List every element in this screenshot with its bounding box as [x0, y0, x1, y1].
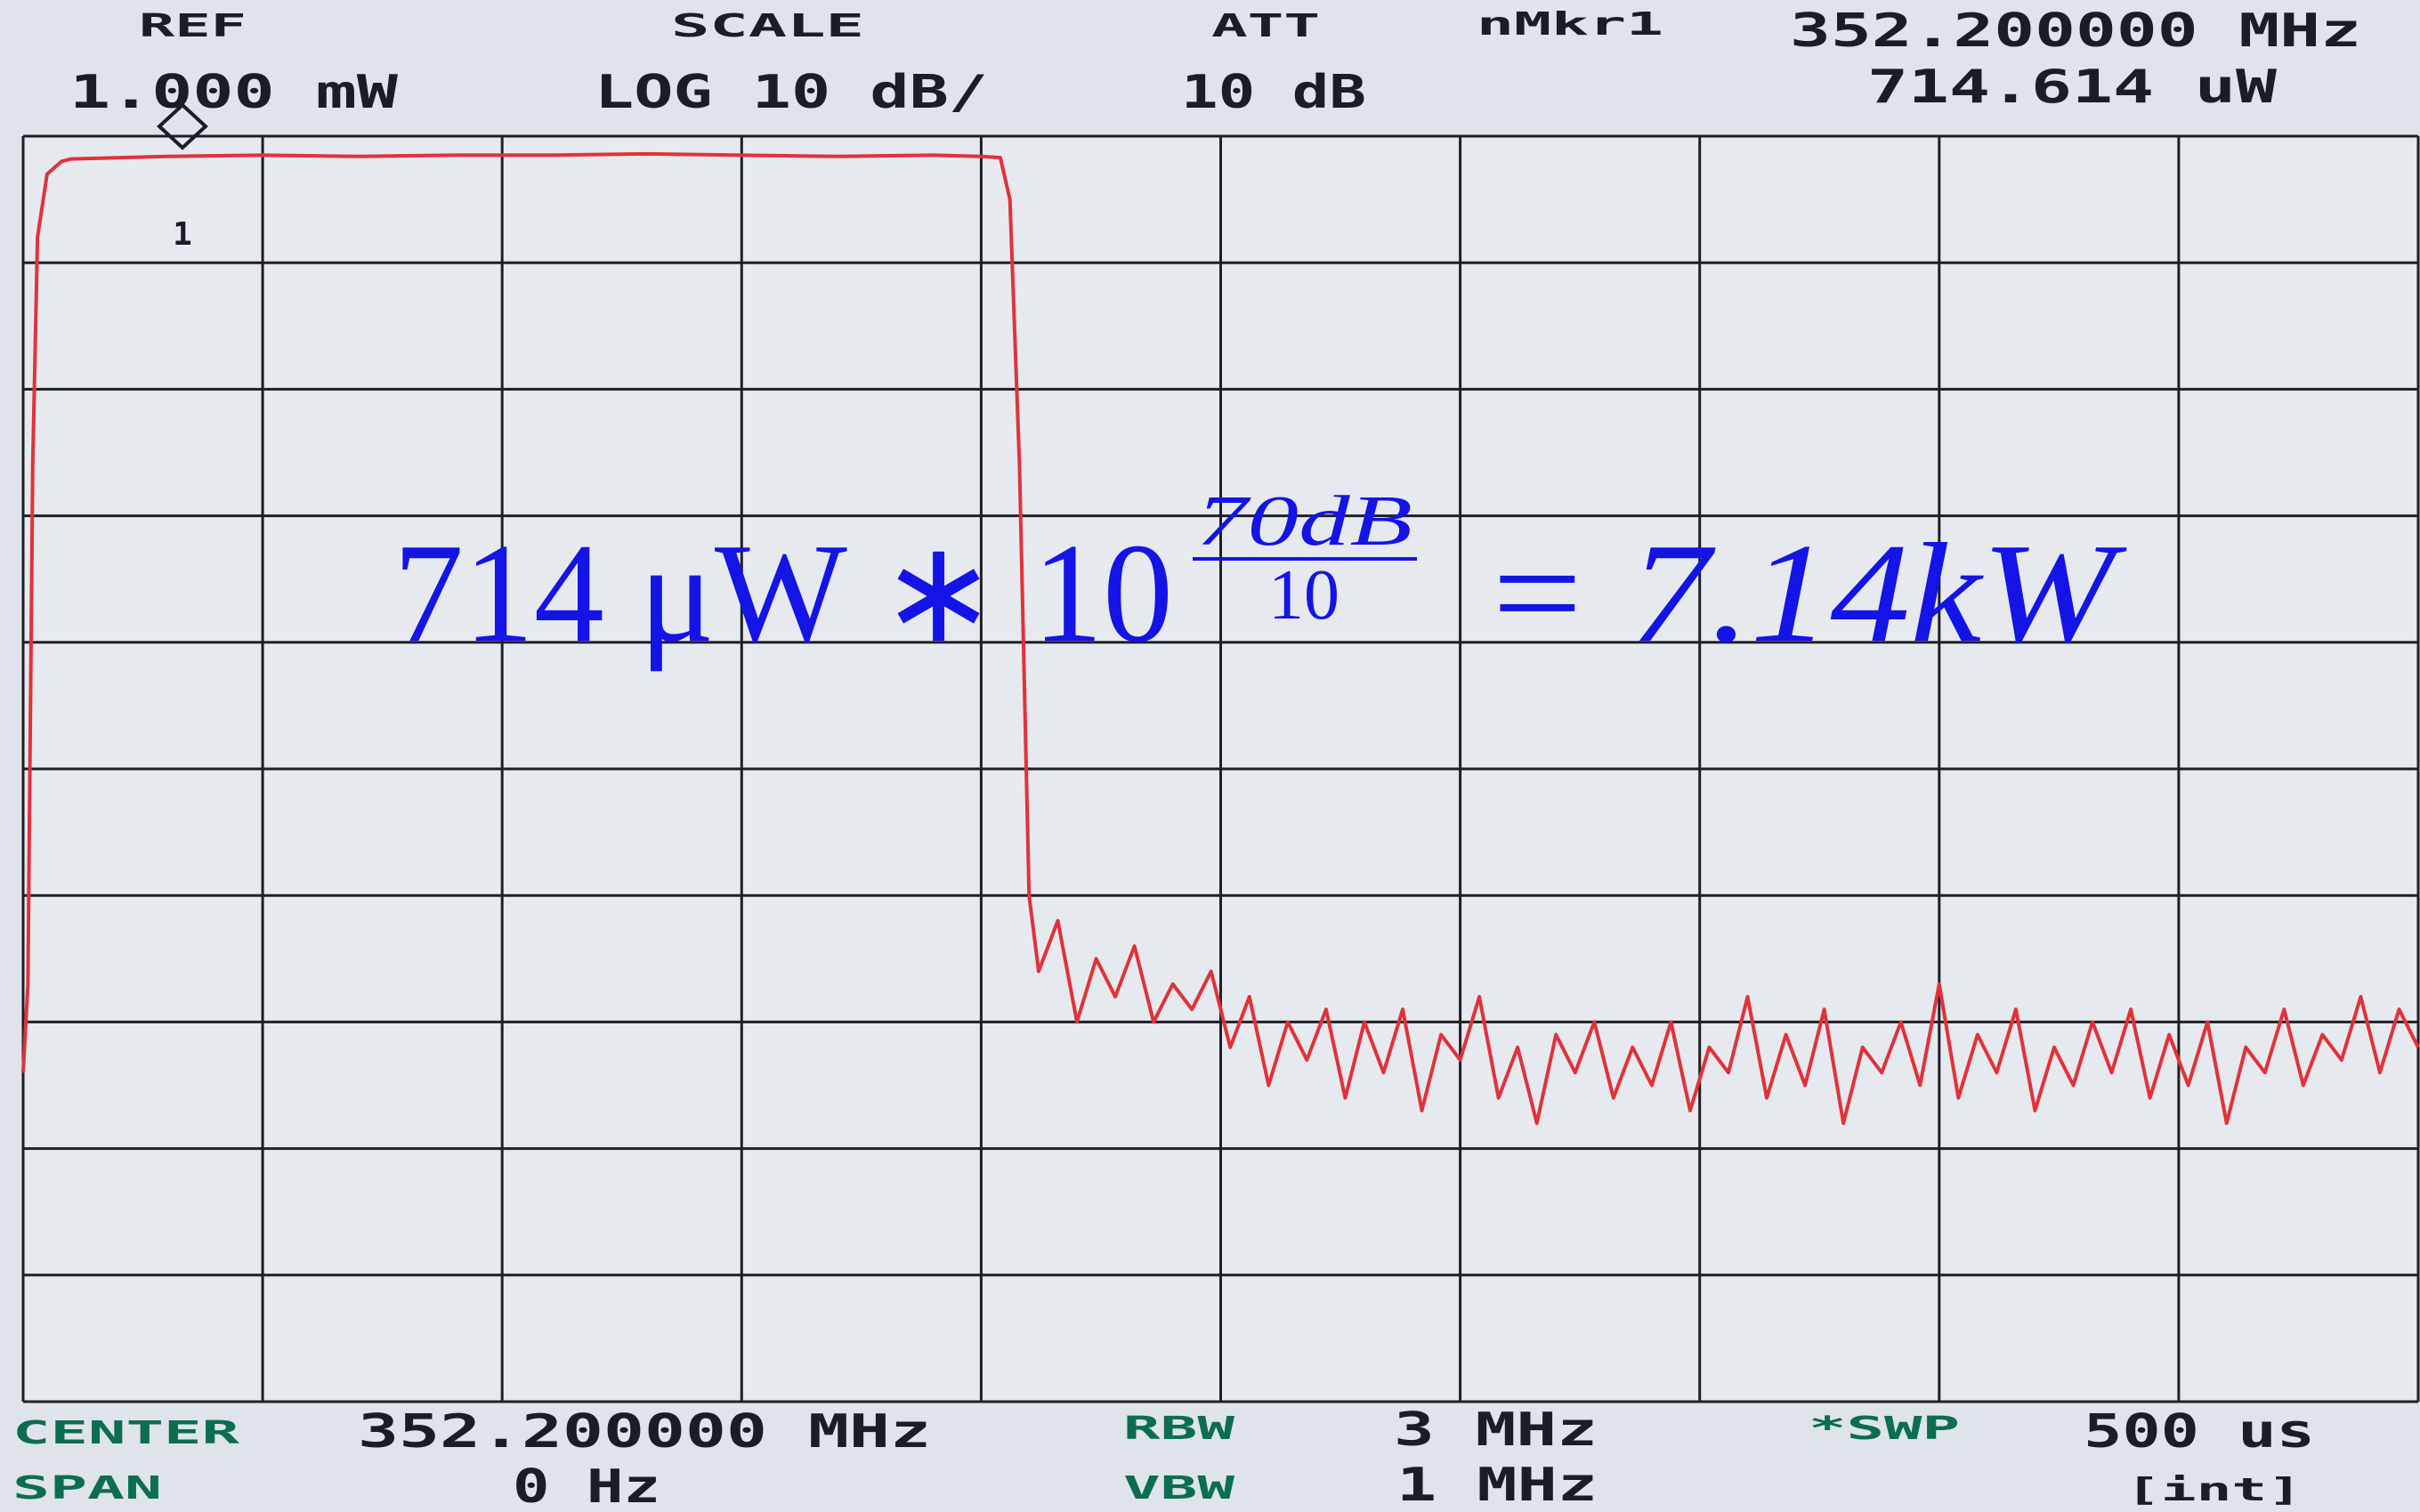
screen: REF 1.000 mW SCALE LOG 10 dB/ ATT 10 dB …: [0, 0, 2420, 1512]
scale-label: SCALE: [671, 8, 864, 44]
ref-value: 1.000 mW: [69, 66, 399, 119]
formula-exp-num: 70dB: [1196, 482, 1412, 561]
span-label: SPAN: [12, 1470, 162, 1507]
center-label: CENTER: [12, 1415, 240, 1451]
marker-label: nMkr1: [1477, 6, 1663, 43]
marker-power: 714.614 uW: [1867, 61, 2278, 114]
marker-number: 1: [173, 216, 192, 253]
formula-result: = 7.14kW: [1482, 513, 2127, 672]
vbw-value: 1 MHz: [1396, 1459, 1598, 1512]
span-value: 0 Hz: [513, 1460, 660, 1512]
swp-value: 500 us: [2084, 1405, 2315, 1459]
marker-freq: 352.200000 MHz: [1790, 4, 2361, 58]
formula-exp-den: 10: [1268, 556, 1339, 635]
ref-label: REF: [139, 8, 247, 44]
swp-mode: [int]: [2125, 1472, 2303, 1508]
formula-base: 714 μW ∗ 10: [393, 513, 1173, 672]
att-value: 10 dB: [1181, 66, 1366, 119]
swp-label: *SWP: [1809, 1411, 1960, 1447]
vbw-label: VBW: [1123, 1470, 1235, 1507]
center-value: 352.200000 MHz: [358, 1405, 931, 1459]
scale-value: LOG 10 dB/: [595, 66, 988, 119]
att-label: ATT: [1211, 8, 1320, 44]
page: REF 1.000 mW SCALE LOG 10 dB/ ATT 10 dB …: [0, 0, 2420, 1512]
rbw-label: RBW: [1123, 1411, 1235, 1447]
rbw-value: 3 MHz: [1394, 1403, 1598, 1457]
